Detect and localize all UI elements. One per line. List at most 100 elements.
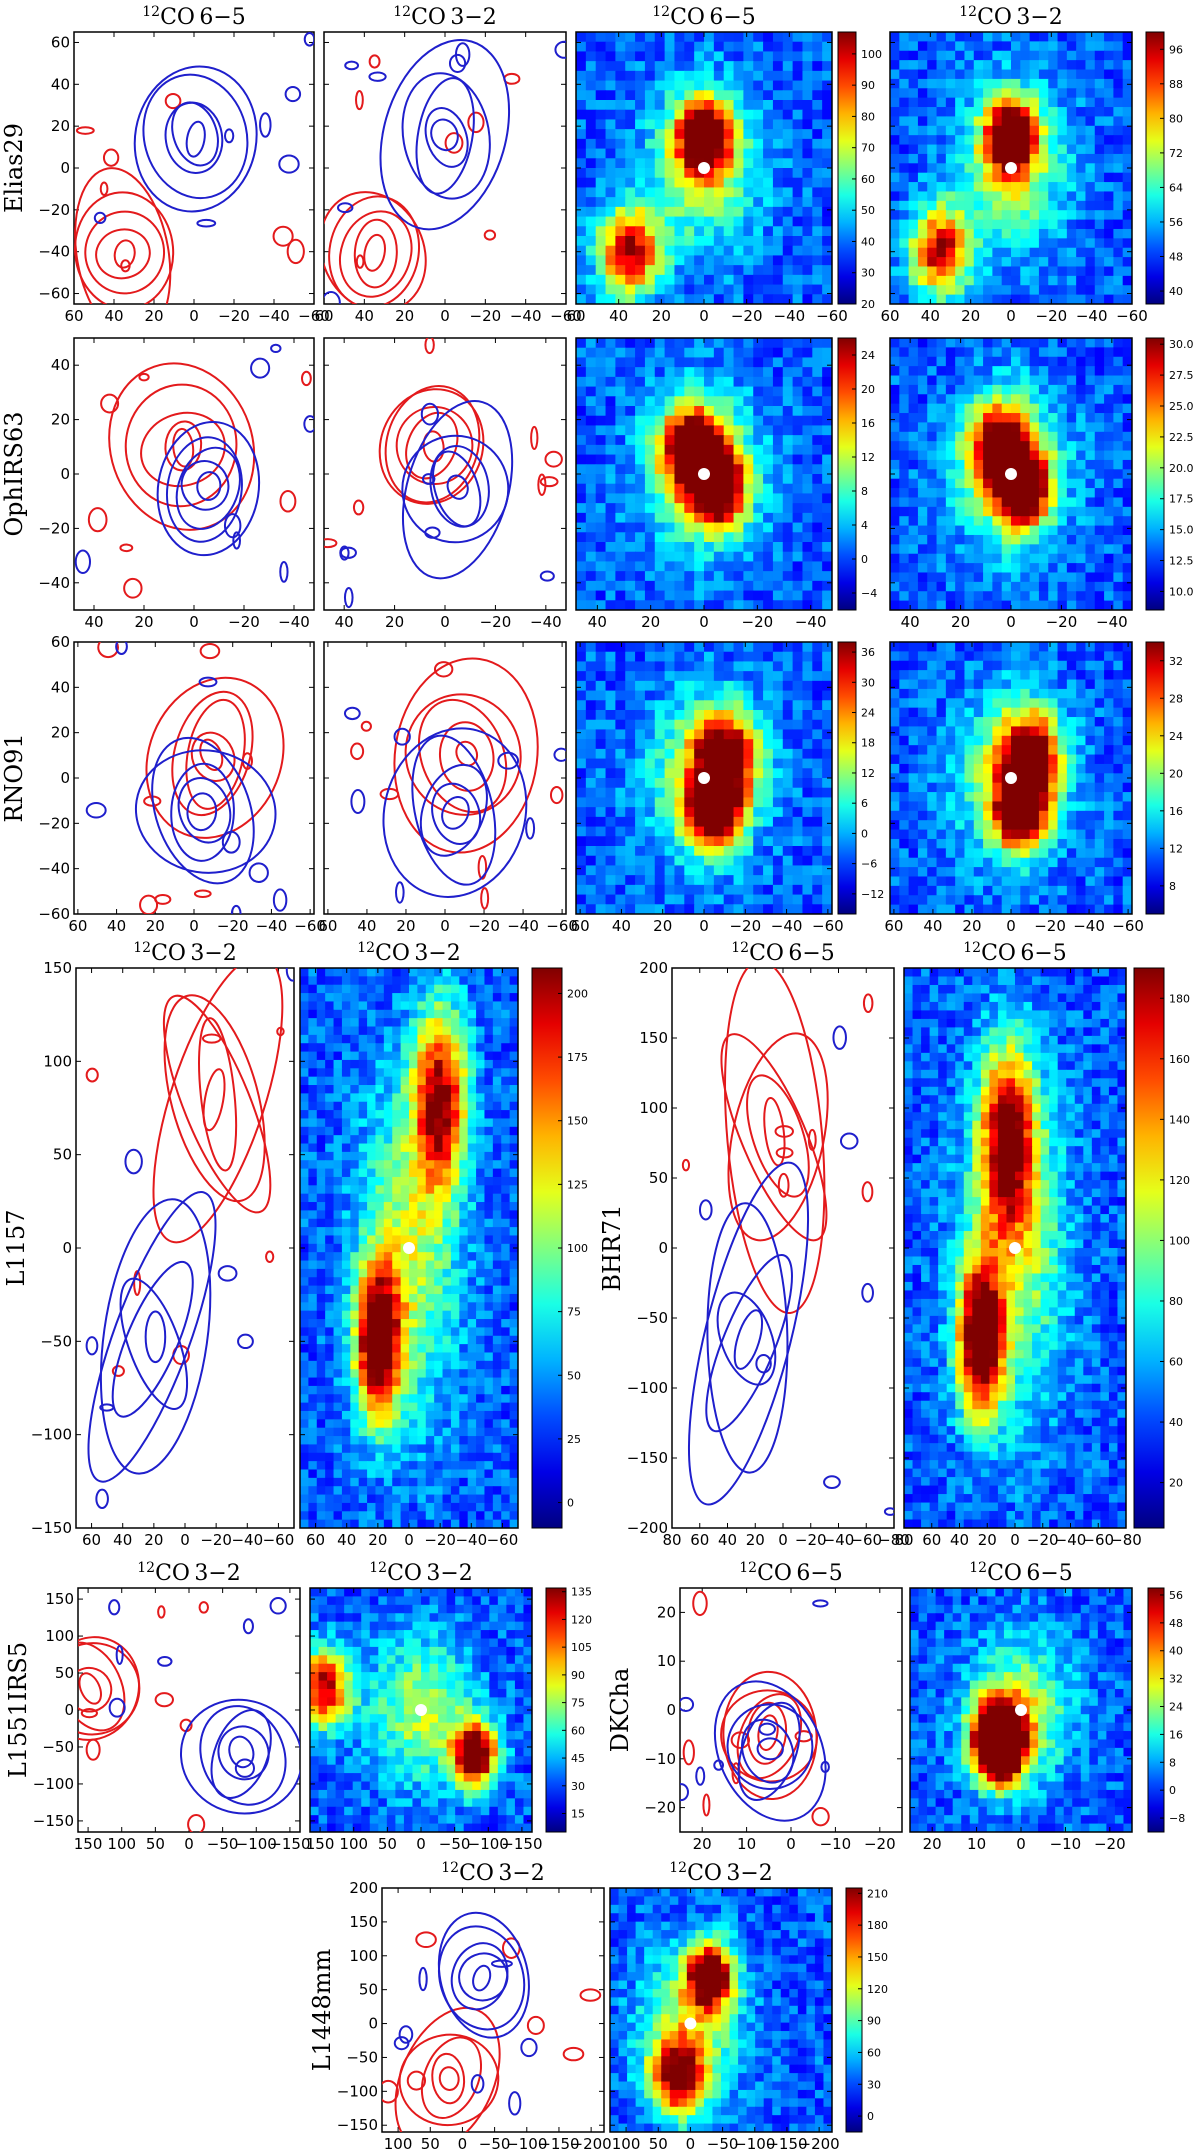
- map-pixel: [615, 464, 626, 475]
- map-pixel: [1011, 525, 1021, 536]
- map-pixel: [908, 848, 919, 859]
- map-pixel: [917, 347, 928, 358]
- map-pixel: [1057, 651, 1068, 662]
- map-pixel: [763, 651, 774, 663]
- map-pixel: [1122, 366, 1132, 377]
- map-pixel: [753, 512, 764, 524]
- map-pixel: [955, 422, 966, 433]
- map-pixel: [964, 801, 975, 812]
- map-pixel: [1104, 41, 1114, 52]
- map-pixel: [890, 257, 900, 268]
- source-position-marker: [698, 772, 710, 784]
- map-pixel: [664, 90, 676, 101]
- map-pixel: [772, 41, 784, 53]
- map-pixel: [792, 671, 804, 682]
- map-pixel: [782, 542, 794, 553]
- map-pixel: [812, 787, 823, 799]
- map-pixel: [792, 787, 804, 799]
- map-pixel: [1066, 782, 1077, 793]
- map-pixel: [654, 148, 666, 159]
- map-pixel: [585, 444, 597, 456]
- map-pixel: [1122, 754, 1132, 765]
- map-pixel: [664, 444, 676, 456]
- map-pixel: [625, 376, 636, 388]
- map-pixel: [1113, 285, 1124, 296]
- map-pixel: [1011, 820, 1021, 831]
- map-pixel: [576, 396, 587, 407]
- map-pixel: [822, 474, 832, 485]
- map-pixel: [992, 356, 1003, 367]
- map-pixel: [654, 542, 666, 553]
- map-pixel: [743, 376, 754, 388]
- map-pixel: [704, 454, 715, 465]
- map-pixel: [625, 710, 636, 721]
- map-pixel: [1001, 338, 1012, 348]
- map-pixel: [704, 680, 715, 692]
- map-pixel: [576, 90, 587, 101]
- map-pixel: [615, 236, 626, 247]
- map-pixel: [763, 561, 774, 572]
- map-pixel: [644, 138, 656, 150]
- map-pixel: [772, 61, 784, 72]
- map-pixel: [625, 778, 636, 789]
- map-pixel: [576, 875, 587, 886]
- map-pixel: [635, 148, 646, 159]
- map-pixel: [802, 797, 813, 808]
- map-pixel: [723, 197, 735, 208]
- map-pixel: [713, 816, 725, 828]
- map-pixel: [899, 219, 910, 230]
- map-pixel: [772, 474, 784, 485]
- map-pixel: [684, 41, 695, 53]
- map-pixel: [964, 41, 975, 52]
- map-pixel: [625, 41, 636, 53]
- map-pixel: [890, 107, 900, 118]
- map-pixel: [1094, 801, 1105, 812]
- map-pixel: [733, 265, 744, 276]
- map-pixel: [1094, 238, 1105, 249]
- map-pixel: [822, 642, 832, 653]
- map-pixel: [1029, 107, 1040, 118]
- map-pixel: [1085, 459, 1096, 470]
- map-pixel: [822, 245, 832, 257]
- map-pixel: [964, 688, 975, 699]
- map-pixel: [1094, 679, 1105, 690]
- map-pixel: [899, 182, 910, 193]
- map-pixel: [792, 551, 804, 563]
- map-pixel: [782, 41, 794, 53]
- map-pixel: [772, 80, 784, 91]
- map-pixel: [936, 413, 947, 424]
- map-pixel: [713, 710, 725, 721]
- map-pixel: [964, 497, 975, 508]
- map-pixel: [1038, 172, 1049, 183]
- map-pixel: [625, 197, 636, 208]
- map-pixel: [992, 69, 1003, 80]
- map-pixel: [615, 748, 626, 760]
- map-pixel: [635, 748, 646, 760]
- map-pixel: [664, 474, 676, 485]
- map-pixel: [664, 265, 676, 276]
- map-pixel: [723, 807, 735, 818]
- map-pixel: [1038, 792, 1049, 803]
- map-pixel: [576, 386, 587, 397]
- map-pixel: [1076, 801, 1087, 812]
- colorbar-tick-label: 90: [861, 79, 875, 92]
- contours-OphIRS63-co65: [74, 343, 314, 599]
- map-pixel: [812, 532, 823, 543]
- map-pixel: [753, 294, 764, 304]
- colorbar-tick-label: 17.5: [1169, 493, 1194, 506]
- map-pixel: [983, 773, 993, 784]
- map-pixel: [1066, 497, 1077, 508]
- map-pixel: [822, 561, 832, 572]
- map-pixel: [733, 236, 744, 247]
- map-pixel: [585, 651, 597, 663]
- colorbar-tick-label: 48: [1169, 251, 1183, 264]
- map-pixel: [753, 787, 764, 799]
- map-pixel: [753, 580, 764, 592]
- map-pixel: [723, 236, 735, 247]
- map-pixel: [1066, 838, 1077, 849]
- map-pixel: [802, 425, 813, 436]
- red-lobe-contour: [138, 372, 150, 382]
- map-pixel: [674, 206, 685, 218]
- map-pixel: [743, 700, 754, 711]
- map-pixel: [733, 129, 744, 140]
